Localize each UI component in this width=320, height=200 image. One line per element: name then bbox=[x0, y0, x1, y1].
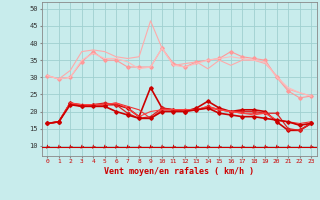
X-axis label: Vent moyen/en rafales ( km/h ): Vent moyen/en rafales ( km/h ) bbox=[104, 167, 254, 176]
